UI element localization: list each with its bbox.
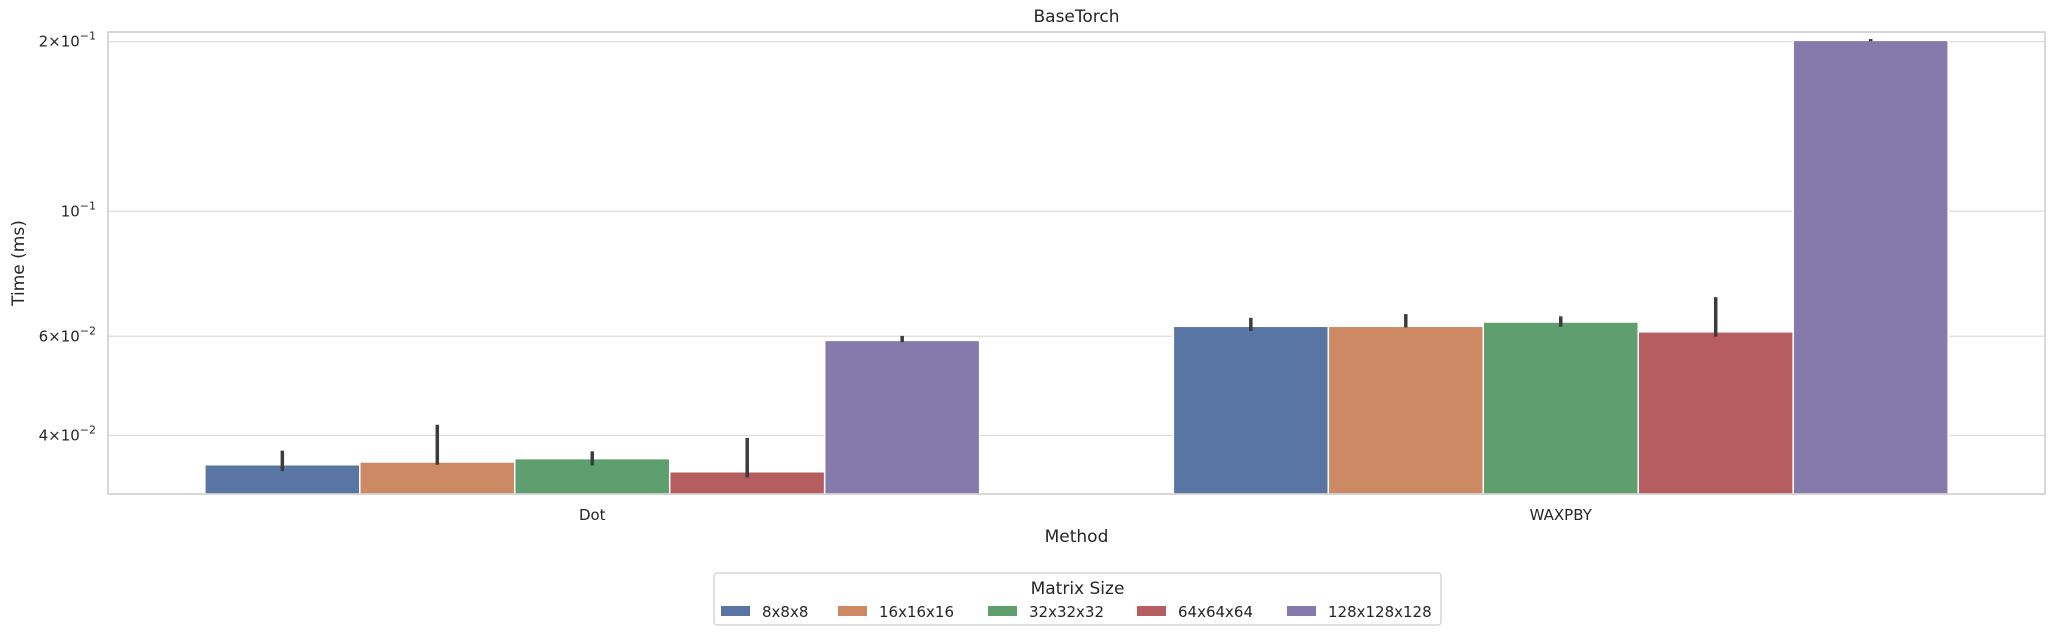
y-tick-label: 4×10−2 xyxy=(39,424,96,445)
y-tick-label: 10−1 xyxy=(61,199,96,220)
legend-label: 16x16x16 xyxy=(879,603,954,621)
error-bars xyxy=(280,39,1873,478)
x-tick-label: WAXPBY xyxy=(1530,506,1593,524)
bar xyxy=(823,339,981,495)
legend-title: Matrix Size xyxy=(1031,579,1125,599)
bar xyxy=(1637,331,1794,495)
legend-swatch xyxy=(1137,606,1166,616)
x-tick-label: Dot xyxy=(579,506,606,524)
x-tick-labels: Dot WAXPBY xyxy=(579,506,1593,524)
bar xyxy=(1792,39,1949,495)
legend-label: 64x64x64 xyxy=(1178,603,1253,621)
legend-label: 32x32x32 xyxy=(1029,603,1104,621)
bar xyxy=(1172,325,1330,495)
legend-label: 128x128x128 xyxy=(1328,603,1432,621)
bars xyxy=(204,39,1949,495)
y-axis-label: Time (ms) xyxy=(9,220,29,307)
legend-label: 8x8x8 xyxy=(762,603,808,621)
bar xyxy=(359,461,516,495)
y-tick-label: 2×10−1 xyxy=(39,30,96,51)
legend-swatch xyxy=(721,606,750,616)
legend: Matrix Size 8x8x8 16x16x16 32x32x32 64x64x6… xyxy=(713,572,1442,626)
legend-swatch xyxy=(838,606,867,616)
bar xyxy=(1327,325,1485,495)
bar xyxy=(1482,321,1639,495)
x-axis-label: Method xyxy=(1045,527,1109,547)
y-tick-labels: 4×10−2 6×10−2 10−1 2×10−1 xyxy=(39,30,96,445)
legend-swatch xyxy=(1287,606,1316,616)
plot-frame xyxy=(107,31,2046,495)
y-tick-label: 6×10−2 xyxy=(39,324,96,345)
legend-items: 8x8x8 16x16x16 32x32x32 64x64x64 128x128x128 xyxy=(721,603,1432,621)
chart-title: BaseTorch xyxy=(1033,7,1119,27)
legend-frame xyxy=(713,572,1442,626)
legend-swatch xyxy=(988,606,1017,616)
